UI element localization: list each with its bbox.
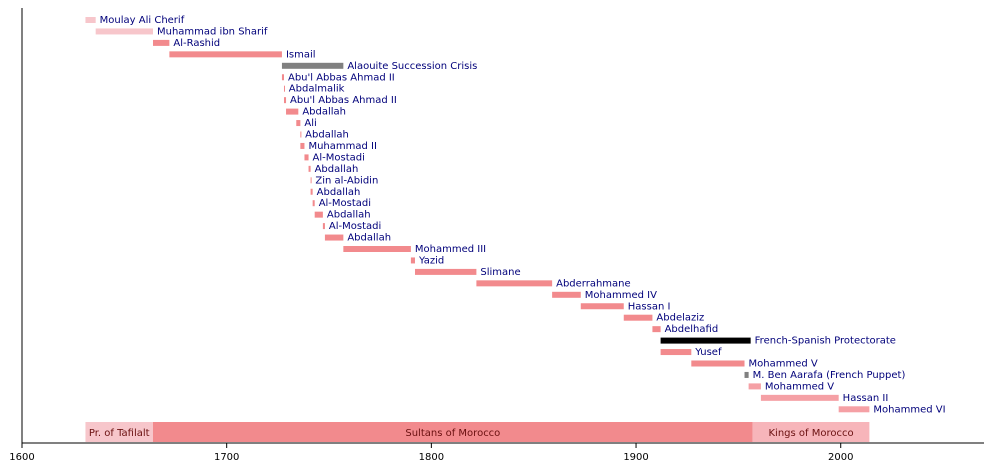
x-tick-label: 1900	[623, 452, 648, 463]
reign-bar	[310, 188, 313, 195]
reign-label: French-Spanish Protectorate	[755, 336, 896, 347]
reign-label: Al-Mostadi	[319, 198, 371, 209]
era-label: Kings of Morocco	[768, 428, 853, 439]
reign-bar	[296, 120, 301, 127]
x-tick-label: 1700	[214, 452, 239, 463]
reign-bar	[580, 303, 624, 310]
reign-bar	[312, 200, 315, 207]
reign-label: Muhammad ibn Sharif	[157, 26, 268, 37]
reign-label: Abdelhafid	[665, 324, 719, 335]
reign-bar	[281, 62, 344, 69]
reign-bar	[314, 211, 323, 218]
reign-label: Abdallah	[315, 164, 359, 175]
reign-label: Al-Mostadi	[329, 221, 381, 232]
reign-bar	[322, 223, 325, 230]
reign-bar	[169, 51, 282, 58]
reign-label: Al-Rashid	[173, 38, 220, 49]
reign-label: Mohammed V	[765, 381, 834, 392]
x-tick-label: 1600	[9, 452, 34, 463]
reign-bar	[308, 165, 311, 172]
reign-bar	[286, 108, 299, 115]
reign-bar	[838, 406, 870, 413]
reign-label: Alaouite Succession Crisis	[347, 61, 477, 72]
reign-label: Abdalmalik	[289, 84, 345, 95]
era-label: Pr. of Tafilalt	[89, 428, 150, 439]
reign-label: Abdelaziz	[656, 313, 704, 324]
reign-bar	[281, 74, 284, 81]
reign-label: Moulay Ali Cherif	[100, 15, 185, 26]
reign-label: Abdallah	[327, 210, 371, 221]
reign-bar	[324, 234, 344, 241]
reign-label: Mohammed VI	[873, 404, 945, 415]
reign-bar	[660, 337, 751, 344]
reign-bar	[660, 349, 692, 356]
reign-label: Abdallah	[317, 187, 361, 198]
reign-label: Ismail	[286, 49, 316, 60]
reign-bar	[152, 39, 170, 46]
reign-label: Mohammed IV	[585, 290, 657, 301]
reign-bar	[552, 291, 581, 298]
reign-bar	[304, 154, 309, 161]
era-label: Sultans of Morocco	[405, 428, 500, 439]
reign-label: Yazid	[418, 255, 444, 266]
x-tick-label: 2000	[828, 452, 853, 463]
reign-label: M. Ben Aarafa (French Puppet)	[753, 370, 906, 381]
reign-bar	[760, 394, 839, 401]
reign-bar	[623, 314, 653, 321]
reign-bar	[343, 246, 411, 252]
reign-label: Mohammed V	[749, 359, 818, 370]
reign-label: Hassan I	[628, 301, 671, 312]
reign-bar	[476, 280, 553, 287]
reign-label: Abderrahmane	[556, 278, 631, 289]
x-tick-label: 1800	[419, 452, 444, 463]
reign-label: Abdallah	[347, 233, 391, 244]
reign-bar	[748, 383, 761, 390]
era-band	[85, 422, 153, 442]
reign-bar	[283, 85, 285, 92]
reign-bar	[95, 28, 153, 35]
reign-label: Muhammad II	[308, 141, 376, 152]
reign-bar	[310, 177, 312, 184]
reign-label: Zin al-Abidin	[315, 175, 378, 186]
reign-label: Slimane	[480, 267, 520, 278]
reign-label: Al-Mostadi	[313, 152, 365, 163]
reign-bar	[300, 142, 305, 149]
reign-label: Yusef	[694, 347, 722, 358]
reign-bar	[300, 131, 302, 138]
reign-bar	[410, 257, 415, 264]
reign-bar	[652, 326, 661, 333]
reign-bar	[691, 360, 745, 367]
reign-label: Ali	[304, 118, 316, 129]
reign-label: Abdallah	[305, 130, 349, 141]
reign-bar	[744, 371, 749, 378]
reign-label: Abu'l Abbas Ahmad II	[288, 72, 395, 83]
reign-bar	[283, 97, 287, 104]
era-band	[752, 422, 870, 442]
reign-bar	[414, 268, 477, 275]
reign-label: Abu'l Abbas Ahmad II	[290, 95, 397, 106]
reign-label: Abdallah	[302, 107, 346, 118]
reign-label: Mohammed III	[415, 244, 486, 255]
era-band	[152, 422, 753, 442]
reign-label: Hassan II	[843, 393, 889, 404]
reign-bar	[85, 17, 96, 23]
